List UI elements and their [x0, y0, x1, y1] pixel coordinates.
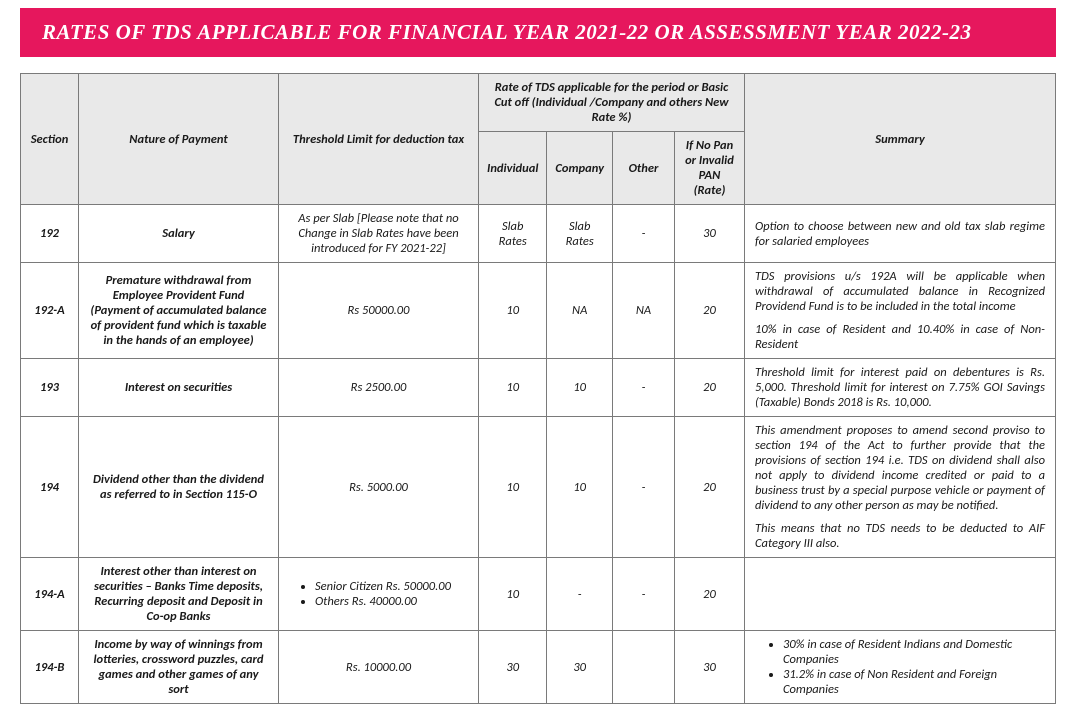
cell-section: 194 [21, 417, 79, 558]
cell-summary: 30% in case of Resident Indians and Dome… [744, 631, 1055, 704]
cell-company: 10 [547, 359, 613, 417]
col-rate-group: Rate of TDS applicable for the period or… [479, 74, 745, 132]
cell-section: 193 [21, 359, 79, 417]
cell-other [612, 631, 674, 704]
cell-individual: Slab Rates [479, 205, 547, 263]
cell-threshold: Rs. 5000.00 [279, 417, 479, 558]
cell-nature: Interest other than interest on securiti… [79, 558, 279, 631]
table-row: 192-A Premature withdrawal from Employee… [21, 263, 1056, 359]
cell-individual: 10 [479, 417, 547, 558]
cell-nopan: 30 [674, 205, 744, 263]
cell-company: - [547, 558, 613, 631]
cell-nature: Interest on securities [79, 359, 279, 417]
col-section: Section [21, 74, 79, 205]
tds-rates-table: Section Nature of Payment Threshold Limi… [20, 73, 1056, 704]
table-row: 192 Salary As per Slab [Please note that… [21, 205, 1056, 263]
cell-other: NA [612, 263, 674, 359]
summary-text: Threshold limit for interest paid on deb… [755, 365, 1045, 410]
threshold-item: Others Rs. 40000.00 [315, 594, 470, 609]
summary-text: Option to choose between new and old tax… [755, 219, 1045, 249]
col-other: Other [612, 132, 674, 205]
col-individual: Individual [479, 132, 547, 205]
cell-other: - [612, 205, 674, 263]
summary-text: 10% in case of Resident and 10.40% in ca… [755, 322, 1045, 352]
cell-other: - [612, 558, 674, 631]
cell-threshold: Rs. 10000.00 [279, 631, 479, 704]
cell-individual: 10 [479, 359, 547, 417]
page-title: RATES OF TDS APPLICABLE FOR FINANCIAL YE… [42, 20, 971, 44]
cell-summary: Option to choose between new and old tax… [744, 205, 1055, 263]
cell-company: 10 [547, 417, 613, 558]
cell-threshold: As per Slab [Please note that no Change … [279, 205, 479, 263]
table-row: 194-A Interest other than interest on se… [21, 558, 1056, 631]
cell-individual: 10 [479, 263, 547, 359]
cell-nature: Premature withdrawal from Employee Provi… [79, 263, 279, 359]
summary-text: TDS provisions u/s 192A will be applicab… [755, 269, 1045, 314]
cell-summary: This amendment proposes to amend second … [744, 417, 1055, 558]
cell-threshold: Senior Citizen Rs. 50000.00 Others Rs. 4… [279, 558, 479, 631]
cell-individual: 30 [479, 631, 547, 704]
summary-text: This means that no TDS needs to be deduc… [755, 521, 1045, 551]
cell-nopan: 20 [674, 417, 744, 558]
cell-other: - [612, 417, 674, 558]
table-row: 194-B Income by way of winnings from lot… [21, 631, 1056, 704]
cell-nopan: 20 [674, 263, 744, 359]
col-threshold: Threshold Limit for deduction tax [279, 74, 479, 205]
cell-summary: Threshold limit for interest paid on deb… [744, 359, 1055, 417]
cell-company: NA [547, 263, 613, 359]
cell-section: 192 [21, 205, 79, 263]
cell-company: Slab Rates [547, 205, 613, 263]
cell-individual: 10 [479, 558, 547, 631]
table-row: 194 Dividend other than the dividend as … [21, 417, 1056, 558]
col-summary: Summary [744, 74, 1055, 205]
summary-item: 31.2% in case of Non Resident and Foreig… [783, 667, 1045, 697]
col-nopan: If No Pan or Invalid PAN (Rate) [674, 132, 744, 205]
cell-nopan: 30 [674, 631, 744, 704]
col-company: Company [547, 132, 613, 205]
cell-section: 192-A [21, 263, 79, 359]
cell-nature: Dividend other than the dividend as refe… [79, 417, 279, 558]
cell-company: 30 [547, 631, 613, 704]
cell-nature: Salary [79, 205, 279, 263]
cell-summary [744, 558, 1055, 631]
threshold-item: Senior Citizen Rs. 50000.00 [315, 579, 470, 594]
page-title-bar: RATES OF TDS APPLICABLE FOR FINANCIAL YE… [20, 8, 1056, 57]
cell-nopan: 20 [674, 558, 744, 631]
cell-threshold: Rs 50000.00 [279, 263, 479, 359]
table-header: Section Nature of Payment Threshold Limi… [21, 74, 1056, 205]
cell-section: 194-B [21, 631, 79, 704]
summary-text: This amendment proposes to amend second … [755, 423, 1045, 513]
cell-other: - [612, 359, 674, 417]
col-nature: Nature of Payment [79, 74, 279, 205]
cell-nopan: 20 [674, 359, 744, 417]
cell-summary: TDS provisions u/s 192A will be applicab… [744, 263, 1055, 359]
cell-section: 194-A [21, 558, 79, 631]
table-row: 193 Interest on securities Rs 2500.00 10… [21, 359, 1056, 417]
cell-threshold: Rs 2500.00 [279, 359, 479, 417]
cell-nature: Income by way of winnings from lotteries… [79, 631, 279, 704]
summary-item: 30% in case of Resident Indians and Dome… [783, 637, 1045, 667]
